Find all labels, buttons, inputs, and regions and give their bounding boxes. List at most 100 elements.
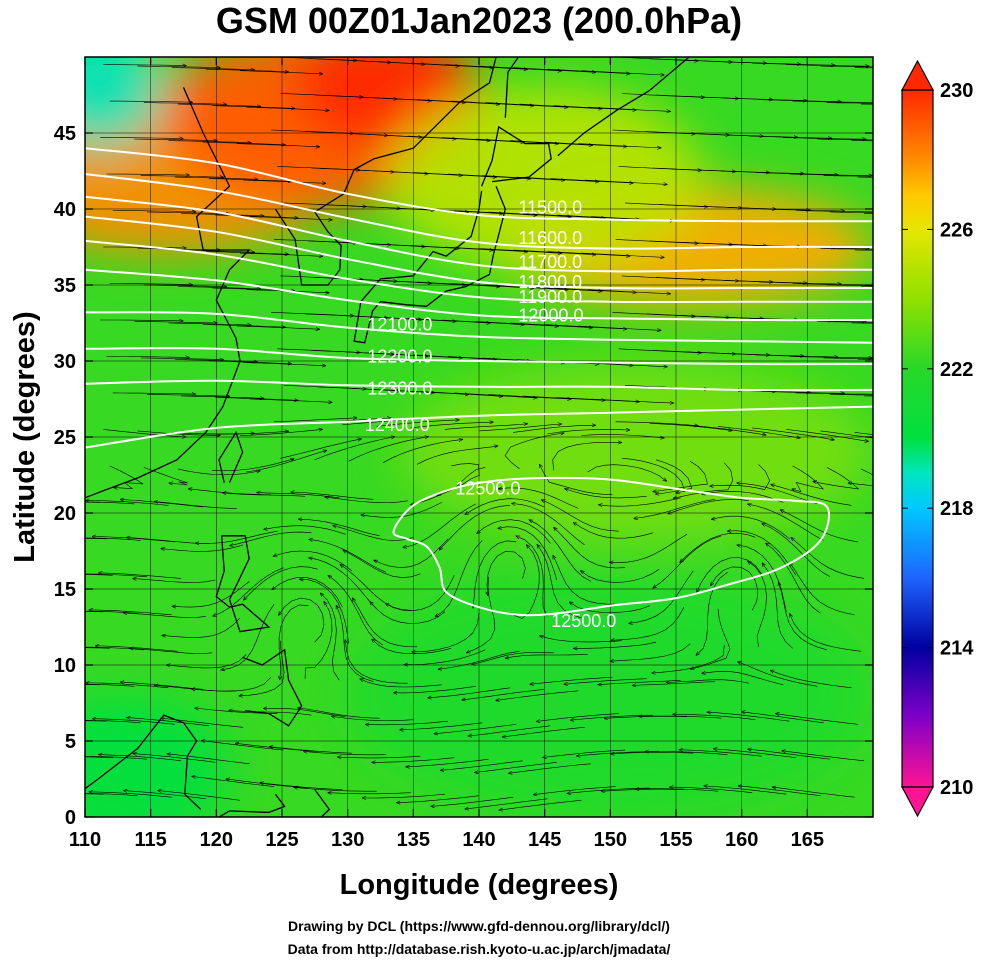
y-tick-label: 45 (54, 123, 76, 145)
streamline (795, 210, 873, 213)
streamline (578, 143, 661, 148)
streamline (328, 793, 411, 794)
streamline (553, 555, 616, 605)
streamline (762, 563, 793, 649)
streamline (221, 604, 275, 670)
streamline (820, 248, 873, 250)
streamline (748, 749, 830, 760)
streamline (393, 686, 476, 693)
streamline (475, 762, 557, 772)
streamline (540, 636, 622, 643)
streamline (584, 179, 668, 184)
streamline (541, 500, 619, 532)
streamline (407, 135, 491, 141)
streamline (416, 281, 500, 287)
streamline (823, 357, 873, 359)
streamline (236, 143, 320, 147)
streamline (353, 598, 418, 648)
colorbar-tick-label: 222 (940, 359, 973, 381)
streamline (412, 613, 480, 652)
streamline (120, 499, 203, 508)
streamline (181, 213, 264, 216)
streamline (89, 792, 172, 798)
streamline (504, 433, 564, 470)
colorbar-tick-label: 226 (940, 219, 973, 241)
streamline (502, 727, 585, 737)
streamline (790, 614, 861, 652)
streamline (564, 678, 647, 685)
streamline (820, 65, 873, 68)
streamline (762, 523, 831, 578)
streamline (451, 283, 534, 289)
streamline (485, 284, 568, 290)
x-tick-label: 120 (200, 829, 233, 851)
streamline (737, 545, 787, 612)
contour-label: 12500.0 (455, 479, 520, 499)
streamline (134, 322, 217, 324)
streamline (95, 646, 179, 652)
streamline (544, 324, 627, 330)
contour-line (85, 311, 873, 344)
credit-line-1: Drawing by DCL (https://www.gfd-dennou.o… (288, 918, 670, 934)
streamline (103, 65, 186, 66)
streamline (478, 424, 562, 432)
streamline (848, 468, 873, 487)
contour-label: 12000.0 (518, 305, 583, 325)
wind-streamlines (85, 57, 873, 810)
streamline (291, 492, 374, 500)
colorbar-max-arrow (900, 59, 935, 91)
streamline (230, 531, 312, 546)
streamline (331, 716, 414, 721)
streamline (158, 791, 241, 801)
streamline (761, 208, 845, 211)
streamline (649, 423, 733, 430)
streamline (100, 138, 183, 139)
streamline (314, 437, 395, 461)
streamline (167, 754, 250, 765)
credit-line-2: Data from http://database.rish.kyoto-u.a… (288, 941, 671, 957)
contour-line (85, 379, 873, 392)
x-tick-label: 165 (791, 829, 824, 851)
streamline (655, 459, 693, 494)
streamline (212, 459, 294, 472)
streamline (239, 252, 323, 256)
streamline (475, 138, 559, 144)
streamline (610, 643, 691, 662)
streamline (444, 246, 528, 252)
streamline (530, 676, 613, 684)
streamline (372, 757, 455, 763)
streamline (634, 499, 715, 518)
streamline (513, 67, 596, 73)
streamline (85, 573, 148, 578)
streamline (161, 544, 244, 552)
streamline (338, 756, 421, 758)
streamline (106, 356, 190, 357)
streamline (786, 429, 868, 441)
coastline-segment (242, 648, 303, 727)
streamline (143, 285, 227, 287)
x-axis-label: Longitude (degrees) (340, 869, 619, 901)
coastline-segment (557, 57, 690, 157)
streamline (205, 431, 289, 435)
streamline (854, 432, 873, 435)
plot-area: 11500.0 11600.0 11700.011800.011900.012000… (85, 57, 873, 817)
streamline (569, 602, 650, 613)
x-tick-label: 125 (265, 829, 298, 851)
streamline (92, 719, 175, 725)
contour-line-closed (392, 476, 830, 617)
streamline (610, 534, 688, 562)
streamline (167, 654, 247, 669)
streamline (246, 450, 326, 473)
contour-line (85, 239, 873, 304)
streamline (146, 211, 230, 214)
streamline (172, 581, 250, 607)
x-tick-label: 130 (331, 829, 364, 851)
x-tick-label: 115 (135, 829, 167, 851)
streamline (382, 439, 463, 464)
streamline (100, 320, 183, 321)
streamline (134, 139, 217, 141)
streamline (556, 214, 640, 219)
streamline (85, 501, 135, 505)
streamline (372, 639, 452, 655)
streamline (509, 140, 593, 146)
